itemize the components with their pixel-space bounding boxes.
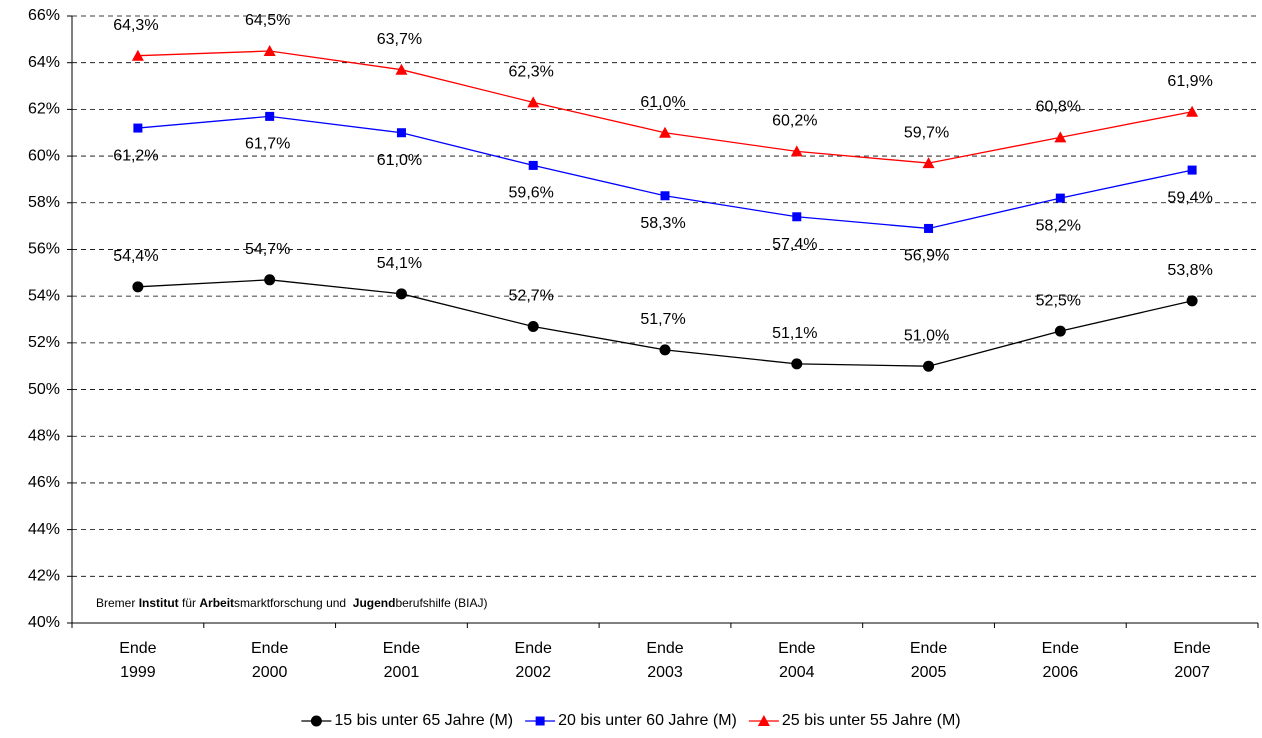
y-tick-label: 60%: [28, 147, 60, 164]
y-tick-label: 56%: [28, 241, 60, 258]
y-tick-label: 48%: [28, 427, 60, 444]
marker: [131, 49, 144, 61]
source-part: für: [179, 596, 200, 610]
data-label: 51,1%: [772, 325, 817, 342]
x-tick-label: Ende 1999: [119, 640, 157, 681]
legend: 15 bis unter 65 Jahre (M) 20 bis unter 60…: [301, 712, 961, 729]
marker: [133, 123, 143, 133]
data-label: 51,7%: [640, 311, 685, 328]
y-tick-label: 62%: [28, 101, 60, 118]
x-tick-label: Ende 2003: [646, 640, 684, 681]
marker: [265, 111, 275, 121]
data-label: 61,2%: [113, 147, 158, 164]
data-label: 60,2%: [772, 113, 817, 130]
y-tick-label: 58%: [28, 194, 60, 211]
marker: [659, 344, 671, 356]
x-tick-label: Ende 2000: [250, 640, 289, 681]
marker: [395, 63, 408, 75]
marker: [263, 45, 276, 57]
marker: [1186, 295, 1198, 307]
source-part: Arbeit: [199, 596, 234, 610]
x-tick-label: Ende 2001: [382, 640, 421, 681]
marker: [792, 212, 802, 222]
marker: [660, 191, 670, 201]
marker: [1187, 165, 1197, 175]
marker: [791, 358, 803, 370]
marker: [1054, 325, 1066, 337]
data-label: 59,4%: [1167, 189, 1212, 206]
y-tick-label: 64%: [28, 54, 60, 71]
x-tick-label: Ende 2002: [514, 640, 552, 681]
data-label: 54,7%: [245, 241, 290, 258]
x-tick-label: Ende 2004: [778, 640, 816, 681]
data-label: 62,3%: [509, 64, 554, 81]
data-label: 59,6%: [509, 185, 554, 202]
source-part: Bremer: [96, 596, 139, 610]
y-tick-label: 44%: [28, 521, 60, 538]
legend-label: 15 bis unter 65 Jahre (M): [334, 712, 513, 729]
marker: [790, 145, 803, 157]
marker: [1054, 131, 1067, 143]
marker: [922, 157, 935, 169]
source-part: Institut: [139, 596, 179, 610]
source-part: smarktforschung und: [234, 596, 353, 610]
data-label: 59,7%: [904, 124, 949, 141]
y-tick-label: 54%: [28, 287, 60, 304]
marker: [132, 281, 144, 293]
marker: [535, 716, 545, 726]
source-note: Bremer Institut für Arbeitsmarktforschun…: [96, 596, 487, 610]
data-label: 57,4%: [772, 236, 817, 253]
legend-label: 20 bis unter 60 Jahre (M): [558, 712, 737, 729]
data-label: 63,7%: [377, 31, 422, 48]
y-tick-label: 66%: [28, 7, 60, 24]
x-tick-label: Ende 2007: [1173, 640, 1211, 681]
data-label: 61,0%: [377, 152, 422, 169]
marker: [757, 715, 770, 726]
data-label: 61,7%: [245, 136, 290, 153]
data-label: 60,8%: [1036, 99, 1081, 116]
marker: [1186, 105, 1199, 117]
data-label: 52,7%: [509, 288, 554, 305]
data-label: 58,2%: [1036, 217, 1081, 234]
marker: [528, 160, 538, 170]
data-label: 61,0%: [640, 94, 685, 111]
y-tick-label: 50%: [28, 381, 60, 398]
y-tick-label: 40%: [28, 614, 60, 631]
source-part: berufshilfe (BIAJ): [395, 596, 487, 610]
marker: [310, 715, 322, 727]
marker: [924, 223, 934, 233]
data-label: 58,3%: [640, 215, 685, 232]
x-tick-label: Ende 2006: [1041, 640, 1080, 681]
source-part: Jugend: [353, 596, 396, 610]
data-label: 64,5%: [245, 12, 290, 29]
marker: [659, 126, 671, 138]
y-tick-label: 42%: [28, 568, 60, 585]
data-label: 54,4%: [113, 248, 158, 265]
legend-label: 25 bis unter 55 Jahre (M): [782, 712, 961, 729]
x-tick-label: Ende 2005: [909, 640, 948, 681]
data-label: 51,0%: [904, 327, 949, 344]
data-label: 61,9%: [1167, 73, 1212, 90]
data-label: 53,8%: [1167, 262, 1212, 279]
marker: [1055, 193, 1065, 203]
marker: [264, 274, 276, 286]
data-label: 52,5%: [1036, 292, 1081, 309]
marker: [527, 96, 540, 108]
y-tick-label: 52%: [28, 334, 60, 351]
data-label: 54,1%: [377, 255, 422, 272]
marker: [395, 288, 407, 300]
marker: [923, 360, 935, 372]
data-label: 56,9%: [904, 248, 949, 265]
data-label: 64,3%: [113, 17, 158, 34]
marker: [527, 321, 539, 333]
y-tick-label: 46%: [28, 474, 60, 491]
marker: [396, 128, 406, 138]
